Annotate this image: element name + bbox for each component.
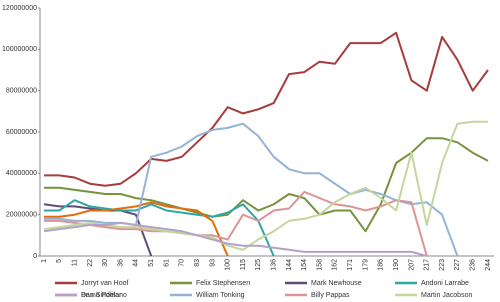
- x-tick-label: 1: [41, 259, 48, 263]
- x-tick-label: 115: [240, 259, 247, 270]
- y-tick-label: 60000000: [6, 129, 37, 136]
- x-tick-label: 186: [378, 259, 385, 271]
- series-line: [44, 199, 275, 257]
- y-tick-label: 80000000: [6, 88, 37, 95]
- series-line: [44, 190, 428, 257]
- x-tick-label: 30: [102, 259, 109, 267]
- x-tick-label: 162: [332, 259, 339, 271]
- x-tick-label: 44: [133, 259, 140, 267]
- x-tick-label: 22: [87, 259, 94, 267]
- x-tick-label: 11: [71, 259, 78, 266]
- x-tick-label: 70: [179, 259, 186, 267]
- x-tick-label: 179: [362, 259, 369, 271]
- y-tick-label: 120000000: [2, 5, 37, 12]
- y-tick-label: 0: [33, 253, 37, 260]
- x-tick-label: 244: [485, 259, 492, 271]
- x-tick-label: 36: [117, 259, 124, 267]
- x-tick-label: 207: [408, 259, 415, 271]
- x-tick-label: 61: [163, 259, 170, 267]
- y-tick-label: 40000000: [6, 170, 37, 177]
- x-tick-label: 100: [225, 259, 232, 271]
- x-tick-label: 93: [209, 259, 216, 267]
- series-line: [44, 137, 489, 233]
- x-tick-label: 190: [393, 259, 400, 271]
- x-tick-label: 83: [194, 259, 201, 267]
- legend-label: Billy Pappas: [311, 292, 350, 299]
- x-tick-label: 171: [347, 259, 354, 271]
- series-line: [44, 122, 459, 257]
- x-tick-label: 125: [255, 259, 262, 271]
- legend-label: Dan Sindelar: [81, 292, 122, 299]
- series-line: [44, 201, 229, 257]
- x-tick-label: 144: [286, 259, 293, 271]
- legend-label: William Tonking: [196, 292, 245, 299]
- x-tick-label: 236: [470, 259, 477, 271]
- legend-label: Andoni Larrabe: [421, 280, 469, 287]
- legend-label: Jorryt van Hoof: [81, 280, 129, 287]
- series-line: [43, 203, 153, 257]
- x-tick-label: 223: [439, 259, 446, 271]
- legend-label: Mark Newhouse: [311, 280, 362, 287]
- series-line: [43, 120, 488, 251]
- x-tick-label: 217: [424, 259, 431, 271]
- legend-label: Felix Stephensen: [196, 280, 250, 287]
- x-tick-label: 136: [270, 259, 277, 271]
- legend-label: Bruno Politano: [81, 292, 127, 299]
- x-tick-label: 154: [301, 259, 308, 271]
- legend-label: Martin Jacobson: [421, 292, 472, 299]
- x-tick-label: 5: [56, 259, 63, 263]
- series-line: [44, 31, 489, 187]
- y-tick-label: 20000000: [6, 212, 37, 219]
- x-tick-label: 158: [316, 259, 323, 271]
- series-line: [43, 221, 428, 257]
- x-tick-label: 227: [454, 259, 461, 271]
- x-tick-label: 51: [148, 259, 155, 267]
- y-tick-label: 100000000: [2, 46, 37, 53]
